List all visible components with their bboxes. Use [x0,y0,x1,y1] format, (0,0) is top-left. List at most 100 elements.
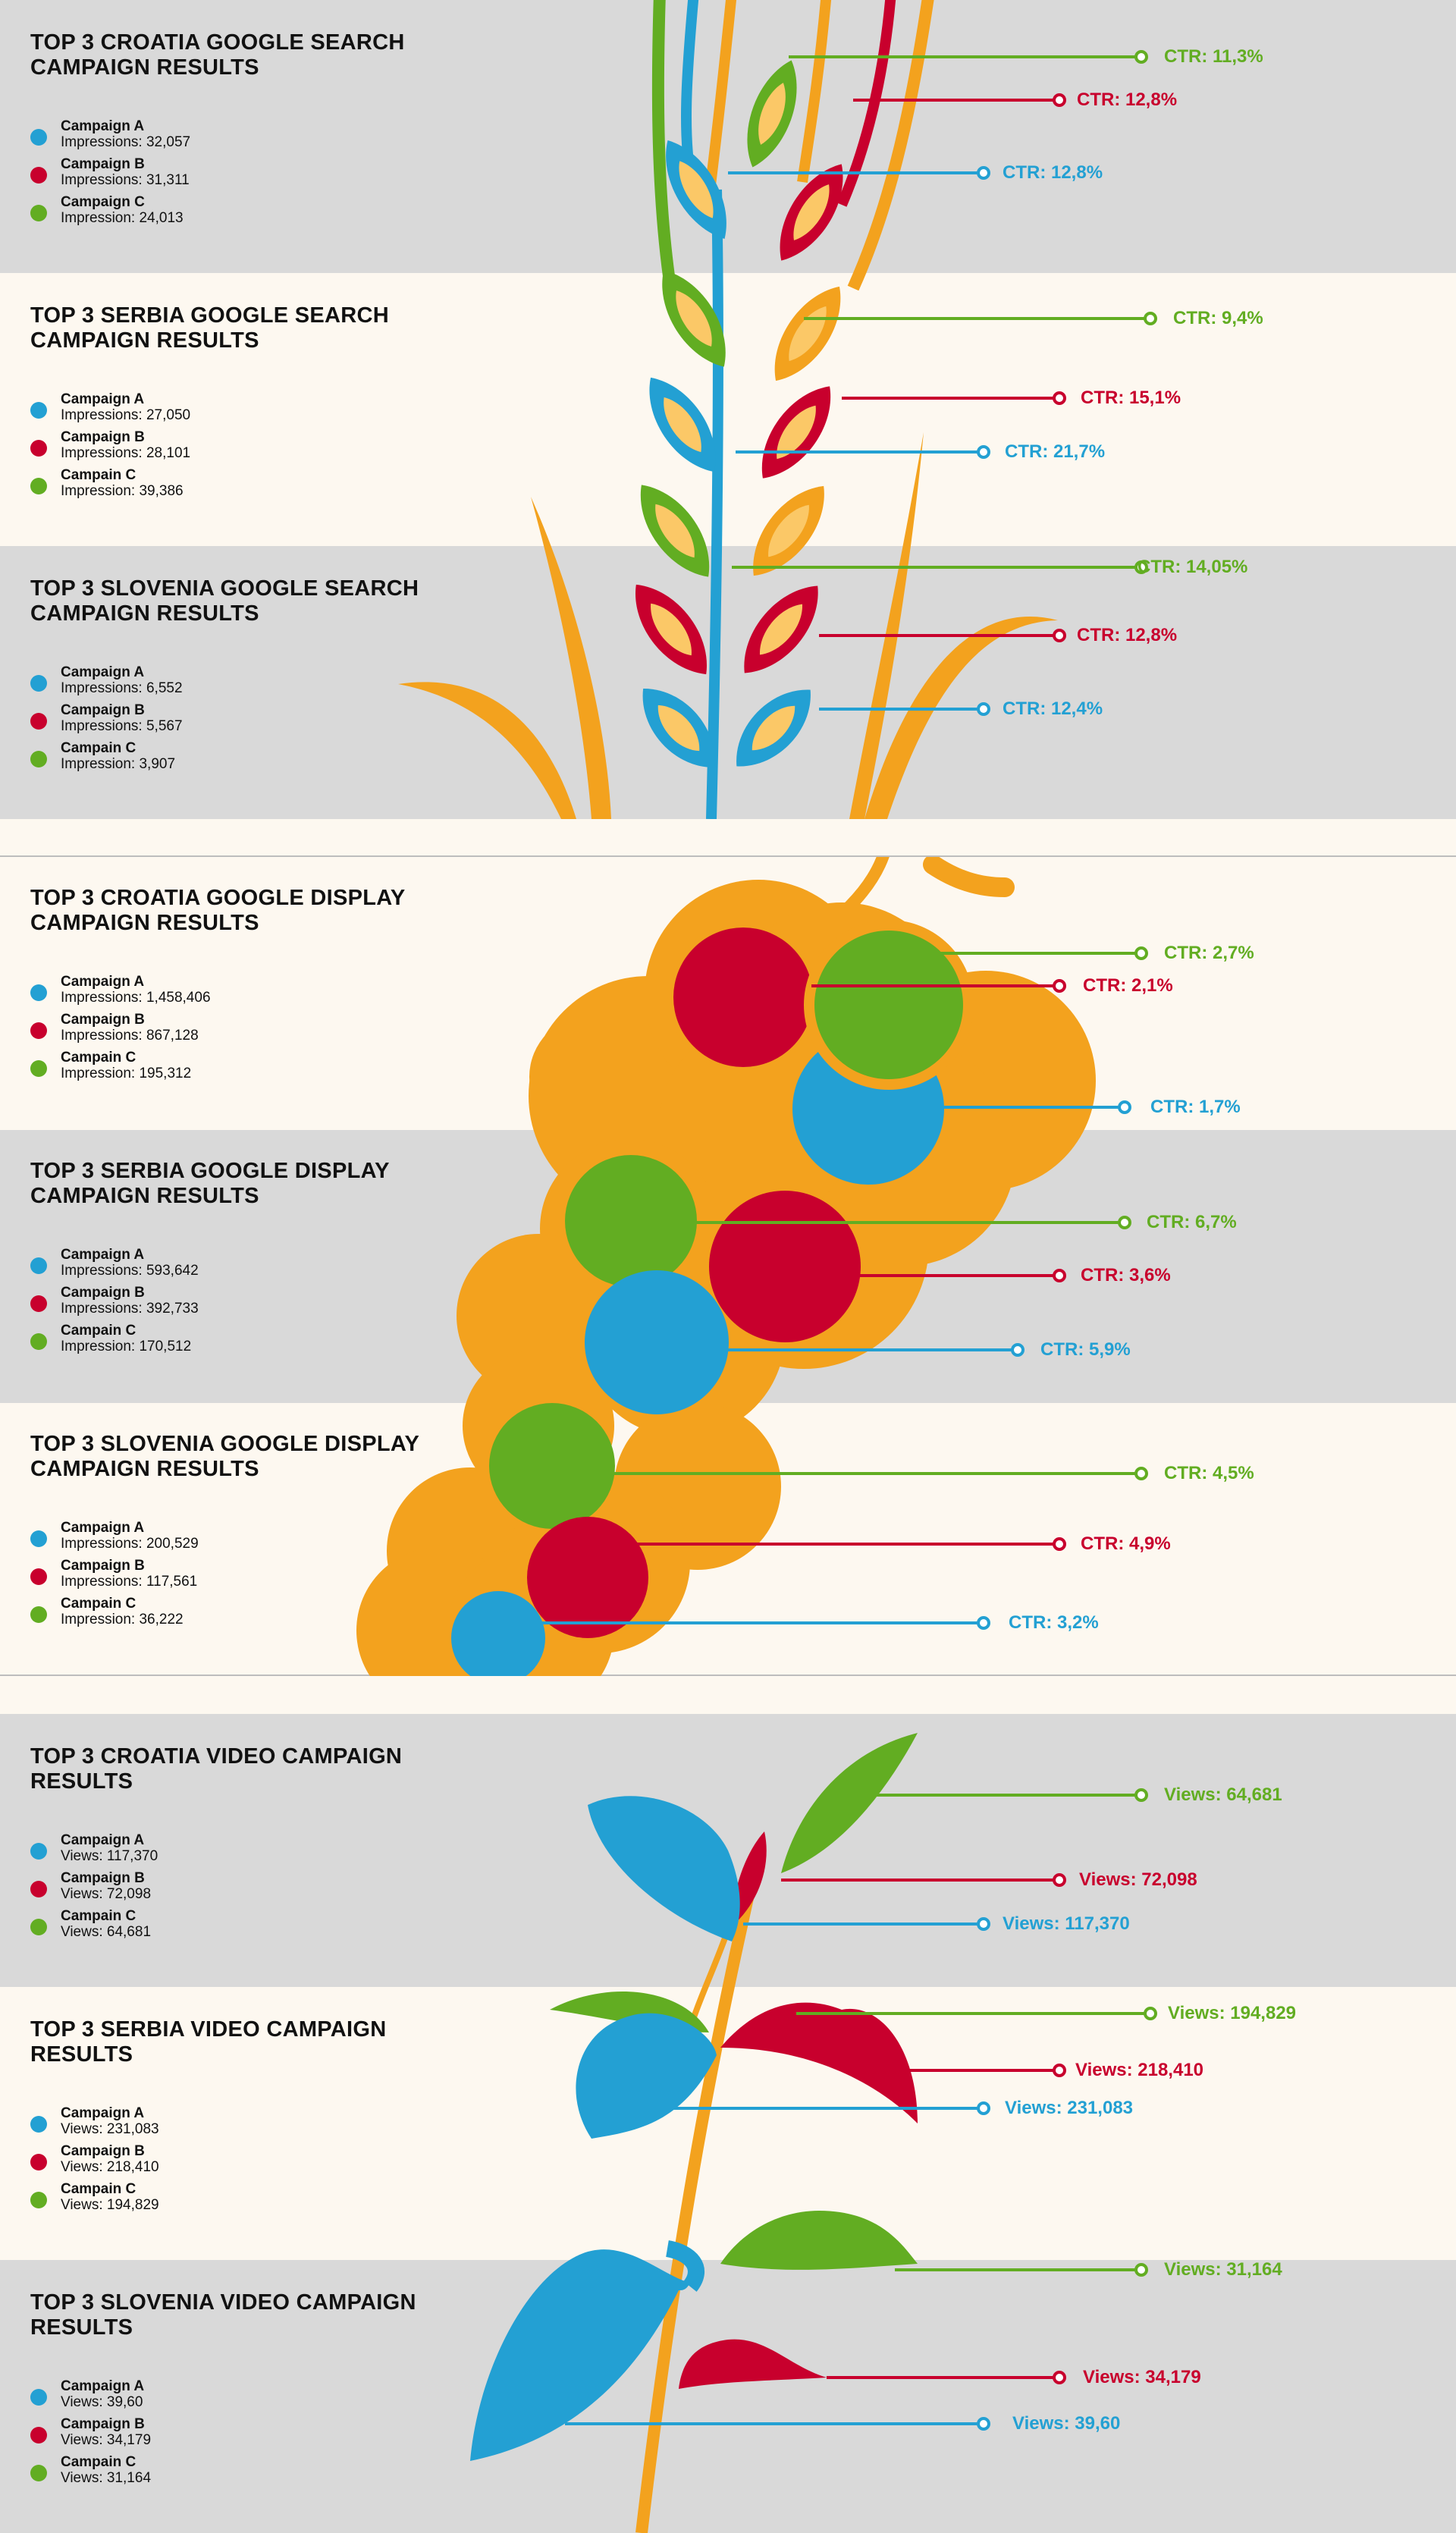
legend-item: Campaign B Impressions: 31,311 [30,156,190,194]
callout-end-marker [1053,2064,1066,2077]
wheat-kernel-core [777,405,816,460]
panel-title: TOP 3 CROATIA GOOGLE SEARCH CAMPAIGN RES… [30,30,405,80]
legend-item: Campain C Impression: 3,907 [30,740,183,778]
section-divider [0,855,1456,857]
legend-dot-red [30,1295,47,1312]
callout-end-marker [1134,946,1148,960]
callout-label-green: CTR: 9,4% [1173,308,1263,328]
callout-label-green: Views: 194,829 [1168,2003,1297,2023]
legend-campaign-value: Impression: 36,222 [61,1612,184,1627]
callout-label-blue: Views: 39,60 [1012,2413,1121,2434]
callout-end-marker [977,1917,990,1931]
wheat-leaf [849,432,924,819]
legend-item: Campaign B Views: 34,179 [30,2416,151,2454]
plant-leaf-green-slovenia [720,2211,918,2270]
plant-leaf-green-croatia [781,1733,918,1873]
callout-label-blue: CTR: 12,8% [1003,162,1103,183]
callout-label-red: Views: 72,098 [1079,1869,1197,1890]
wheat-leaf [864,617,1058,819]
legend-dot-red [30,440,47,457]
callout-end-marker [1134,1788,1148,1802]
callout-end-marker [1053,391,1066,405]
legend-campaign-value: Impression: 3,907 [61,756,176,772]
wheat-kernel [744,585,818,673]
panel-display-0: TOP 3 CROATIA GOOGLE DISPLAY CAMPAIGN RE… [30,886,455,1081]
panel-title: TOP 3 SLOVENIA GOOGLE DISPLAY CAMPAIGN R… [30,1432,419,1481]
legend-dot-green [30,1919,47,1935]
legend-campaign-value: Impressions: 28,101 [61,445,191,461]
callout-label-green: CTR: 4,5% [1164,1463,1254,1483]
grape-red-slovenia [527,1517,648,1638]
legend-campaign-name: Campain C [61,2181,136,2197]
legend-campaign-value: Impressions: 117,561 [61,1574,198,1590]
legend-campaign-name: Campaign B [61,702,145,718]
legend-campaign-value: Views: 34,179 [61,2432,152,2448]
callout-label-blue: CTR: 3,2% [1009,1612,1099,1633]
wheat-kernel [640,485,710,577]
panel-display-2: TOP 3 SLOVENIA GOOGLE DISPLAY CAMPAIGN R… [30,1432,455,1627]
legend-campaign-value: Views: 72,098 [61,1886,152,1902]
legend-item: Campaign B Views: 218,410 [30,2143,159,2181]
callout-end-marker [1134,50,1148,64]
grape-red-serbia [709,1191,861,1342]
wheat-kernel-core [657,705,700,752]
wheat-illustration [398,0,1058,819]
callout-label-blue: Views: 231,083 [1005,2098,1134,2118]
legend-campaign-name: Campain C [61,1050,136,1066]
legend-dot-green [30,478,47,494]
plant-stem [635,1849,764,2533]
callout-end-marker [1053,629,1066,642]
callout-label-blue: CTR: 21,7% [1005,441,1106,462]
grape-blue-slovenia [451,1591,545,1676]
legend-campaign-name: Campaign A [61,1520,145,1536]
wheat-kernel-core [760,604,802,655]
legend-item: Campain C Views: 64,681 [30,1908,158,1946]
legend-campaign-value: Views: 117,370 [61,1848,158,1864]
callout-label-red: CTR: 3,6% [1081,1265,1171,1285]
grapes-illustration [356,857,1096,1676]
legend-item: Campain C Impression: 36,222 [30,1596,199,1634]
band-slovenia-video [0,2260,1456,2533]
legend-campaign-name: Campaign B [61,1558,145,1574]
legend-campaign-name: Campaign B [61,1012,145,1028]
callout-label-red: CTR: 15,1% [1081,388,1181,408]
legend: Campaign A Views: 117,370 Campaign B Views:… [30,1832,158,1946]
wheat-kernel [736,689,811,767]
legend: Campaign A Views: 39,60 Campaign B Views: 3… [30,2378,151,2492]
wheat-awn [847,0,934,291]
legend-item: Campaign A Views: 117,370 [30,1832,158,1870]
legend-campaign-value: Impression: 39,386 [61,483,184,499]
grape-green-slovenia [489,1403,615,1529]
callout-end-marker [1134,560,1148,574]
legend-item: Campaign A Impressions: 6,552 [30,664,183,702]
legend-dot-green [30,751,47,767]
panel-search-0: TOP 3 CROATIA GOOGLE SEARCH CAMPAIGN RES… [30,30,455,226]
legend-campaign-name: Campain C [61,2454,136,2470]
callout-label-green: Views: 31,164 [1164,2259,1282,2280]
legend-campaign-name: Campain C [61,740,136,756]
callout-end-marker [1134,1467,1148,1480]
legend-dot-green [30,1606,47,1623]
legend-item: Campaign B Impressions: 28,101 [30,429,190,467]
legend: Campaign A Impressions: 200,529 Campaign B… [30,1520,199,1634]
callout-label-red: CTR: 12,8% [1077,89,1178,110]
panel-title: TOP 3 SERBIA GOOGLE DISPLAY CAMPAIGN RES… [30,1159,390,1208]
legend-campaign-name: Campaign B [61,156,145,172]
legend-campaign-value: Impressions: 1,458,406 [61,990,211,1006]
callout-end-marker [977,445,990,459]
panel-title: TOP 3 CROATIA GOOGLE DISPLAY CAMPAIGN RE… [30,886,405,935]
legend-campaign-value: Views: 218,410 [61,2159,159,2175]
legend-item: Campaign A Views: 39,60 [30,2378,151,2416]
callout-end-marker [977,1616,990,1630]
grape-green-serbia [565,1155,697,1287]
wheat-kernel-core [651,603,692,656]
legend-dot-blue [30,402,47,419]
plant-leaf-blue-serbia [576,2013,717,2139]
legend-campaign-value: Views: 231,083 [61,2121,159,2137]
legend-dot-green [30,1333,47,1350]
legend-campaign-name: Campaign C [61,194,145,210]
legend-campaign-name: Campain C [61,467,136,483]
callout-label-red: CTR: 12,8% [1077,625,1178,645]
legend-dot-green [30,205,47,221]
wheat-kernel-core [679,161,714,218]
